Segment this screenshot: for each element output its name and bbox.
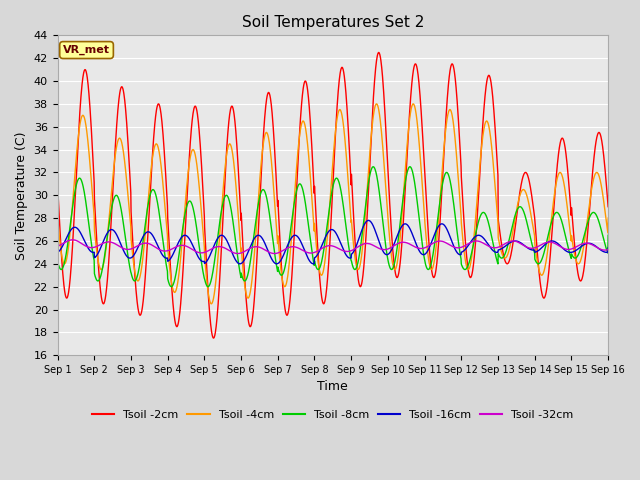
Line: Tsoil -32cm: Tsoil -32cm (58, 240, 608, 253)
Tsoil -4cm (322, 253, 330, 259)
Tsoil -4cm (589, 180, 596, 186)
Tsoil -4cm (372, 101, 380, 107)
Line: Tsoil -4cm: Tsoil -4cm (58, 104, 608, 304)
Line: Tsoil -8cm: Tsoil -8cm (58, 167, 608, 287)
Tsoil -2cm (82, 67, 90, 73)
Tsoil -8cm (369, 164, 377, 169)
Tsoil -16cm (310, 261, 317, 267)
Tsoil -4cm (589, 181, 596, 187)
Tsoil -32cm (488, 244, 495, 250)
Tsoil -4cm (604, 215, 612, 221)
Tsoil -16cm (322, 234, 330, 240)
Tsoil -8cm (82, 198, 90, 204)
X-axis label: Time: Time (317, 381, 348, 394)
Tsoil -4cm (307, 182, 315, 188)
Tsoil -2cm (604, 204, 612, 210)
Tsoil -2cm (322, 295, 330, 300)
Tsoil -2cm (209, 335, 217, 341)
Tsoil -8cm (307, 242, 315, 248)
Tsoil -2cm (54, 181, 61, 187)
Tsoil -32cm (69, 237, 77, 243)
Y-axis label: Soil Temperature (C): Soil Temperature (C) (15, 131, 28, 260)
Tsoil -16cm (82, 240, 90, 246)
Tsoil -8cm (322, 235, 330, 240)
Tsoil -4cm (488, 144, 495, 149)
Tsoil -2cm (375, 49, 383, 55)
Line: Tsoil -16cm: Tsoil -16cm (58, 220, 608, 264)
Tsoil -32cm (604, 247, 612, 252)
Tsoil -16cm (589, 241, 596, 247)
Tsoil -4cm (82, 120, 90, 126)
Tsoil -32cm (234, 251, 241, 256)
Title: Soil Temperatures Set 2: Soil Temperatures Set 2 (242, 15, 424, 30)
Tsoil -2cm (589, 171, 596, 177)
Tsoil -16cm (307, 259, 314, 265)
Line: Tsoil -2cm: Tsoil -2cm (58, 52, 608, 338)
Legend: Tsoil -2cm, Tsoil -4cm, Tsoil -8cm, Tsoil -16cm, Tsoil -32cm: Tsoil -2cm, Tsoil -4cm, Tsoil -8cm, Tsoi… (88, 406, 578, 424)
Tsoil -2cm (307, 129, 315, 134)
Tsoil -8cm (589, 210, 596, 216)
Tsoil -32cm (589, 242, 596, 248)
Tsoil -4cm (54, 214, 61, 220)
Tsoil -32cm (54, 243, 61, 249)
Tsoil -32cm (589, 242, 596, 248)
Tsoil -16cm (604, 245, 612, 251)
Tsoil -32cm (82, 243, 90, 249)
Tsoil -2cm (488, 84, 495, 89)
Tsoil -8cm (54, 258, 61, 264)
Text: VR_met: VR_met (63, 45, 110, 55)
Tsoil -8cm (168, 284, 175, 289)
Tsoil -8cm (589, 210, 596, 216)
Tsoil -2cm (589, 168, 596, 174)
Tsoil -16cm (589, 241, 596, 247)
Tsoil -32cm (307, 250, 315, 256)
Tsoil -4cm (207, 301, 215, 307)
Tsoil -16cm (488, 246, 495, 252)
Tsoil -16cm (54, 249, 61, 255)
Tsoil -32cm (322, 243, 330, 249)
Tsoil -8cm (604, 232, 612, 238)
Tsoil -8cm (488, 234, 495, 240)
Tsoil -16cm (365, 217, 372, 223)
